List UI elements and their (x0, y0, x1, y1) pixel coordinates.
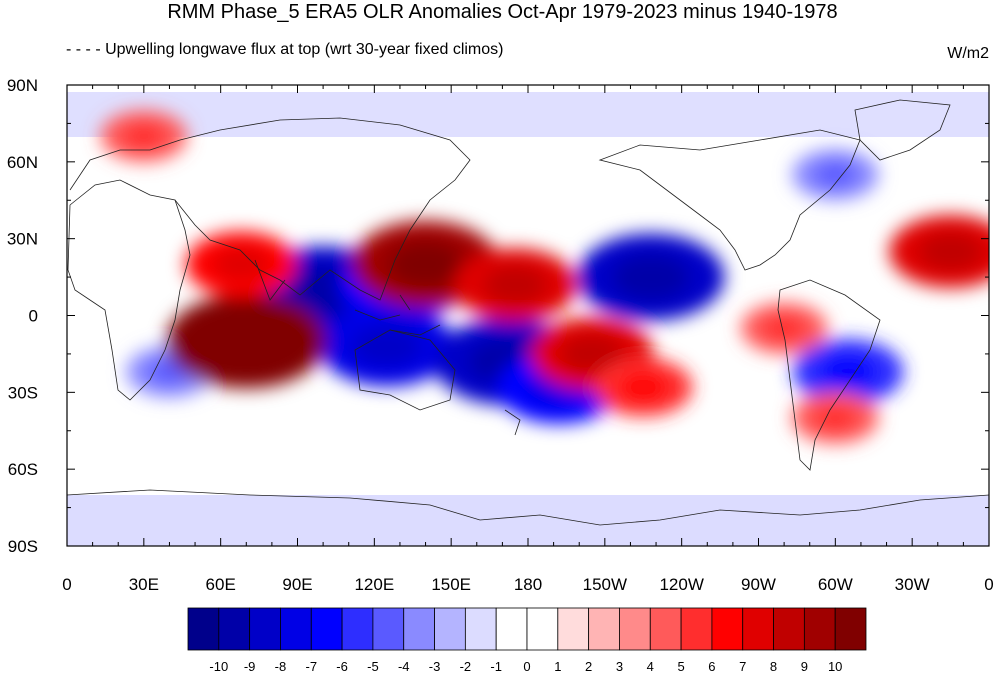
coastlines (67, 99, 989, 526)
anomaly-core (812, 161, 858, 189)
colorbar-label: -9 (244, 659, 256, 674)
map-field (67, 85, 989, 546)
colorbar-label: -3 (429, 659, 441, 674)
colorbar-swatch (619, 607, 651, 651)
latitude-labels: 90N 60N 30N 0 30S 60S 90S (7, 76, 38, 556)
anomaly-core (819, 354, 877, 390)
lon-label: 0 (984, 575, 993, 594)
colorbar-swatch (341, 607, 374, 651)
lon-label: 0 (62, 575, 71, 594)
anomaly-core (121, 122, 167, 150)
anomaly-core (483, 265, 548, 304)
colorbar-label: 5 (677, 659, 684, 674)
colorbar-swatch (372, 607, 405, 651)
colorbar-label: 2 (585, 659, 592, 674)
colorbar-swatch (280, 607, 312, 651)
colorbar-swatch (834, 607, 867, 651)
anomaly-core (761, 314, 807, 342)
colorbar-label: 9 (801, 659, 808, 674)
lon-label: 60W (818, 575, 853, 594)
colorbar-label: -5 (367, 659, 379, 674)
anomaly-core (812, 404, 858, 432)
anomaly-core (617, 371, 669, 403)
colorbar-swatch (218, 607, 251, 651)
colorbar-swatch (403, 607, 435, 651)
lat-label: 30S (8, 383, 38, 402)
units-label: W/m2 (947, 45, 989, 62)
lat-label: 0 (29, 307, 38, 326)
colorbar-swatch (557, 607, 590, 651)
colorbar-swatch (187, 607, 220, 651)
colorbar: -10 -9 -8 -7 -6 -5 -4 -3 -2 -1 0 1 2 3 4 5 6 7 8 9 10 (187, 607, 867, 674)
lat-label: 30N (7, 230, 38, 249)
colorbar-label: 10 (828, 659, 842, 674)
lon-label: 30E (129, 575, 159, 594)
map-subtitle: - - - - Upwelling longwave flux at top (… (66, 41, 504, 58)
colorbar-label: -2 (460, 659, 472, 674)
colorbar-swatch (310, 607, 343, 651)
colorbar-swatch (249, 607, 281, 651)
colorbar-label: -8 (275, 659, 287, 674)
lon-label: 180 (514, 575, 542, 594)
lon-label: 60E (206, 575, 236, 594)
lon-label: 120W (659, 575, 703, 594)
map-title: RMM Phase_5 ERA5 OLR Anomalies Oct-Apr 1… (167, 1, 838, 23)
anomaly-core (212, 247, 270, 282)
colorbar-label: 6 (708, 659, 715, 674)
lon-label: 90W (741, 575, 776, 594)
colorbar-label: 7 (739, 659, 746, 674)
colorbar-swatch (680, 607, 713, 651)
colorbar-swatch (803, 607, 836, 651)
lon-label: 150E (431, 575, 471, 594)
lat-label: 90N (7, 76, 38, 95)
anomaly-core (204, 316, 288, 366)
colorbar-swatch (588, 607, 620, 651)
lon-label: 120E (354, 575, 394, 594)
colorbar-label: 1 (554, 659, 561, 674)
colorbar-label: 8 (770, 659, 777, 674)
lon-label: 30W (895, 575, 930, 594)
anomaly-core (612, 254, 690, 300)
colorbar-label: -1 (490, 659, 502, 674)
axis-ticks (66, 84, 990, 547)
lat-label: 90S (8, 537, 38, 556)
colorbar-label: 0 (523, 659, 530, 674)
colorbar-swatch (773, 607, 805, 651)
longitude-labels: 0 30E 60E 90E 120E 150E 180 150W 120W 90W 60W 30W 0 (62, 575, 993, 594)
colorbar-label: -4 (398, 659, 410, 674)
colorbar-label: -7 (305, 659, 317, 674)
anomaly-core (352, 325, 423, 368)
colorbar-label: 3 (616, 659, 623, 674)
lat-label: 60N (7, 153, 38, 172)
colorbar-swatch (434, 607, 466, 651)
lon-label: 150W (583, 575, 627, 594)
colorbar-swatch (464, 607, 497, 651)
lon-label: 90E (282, 575, 312, 594)
anomaly-core (918, 232, 983, 271)
anomaly-core (387, 241, 464, 288)
colorbar-label: 4 (647, 659, 654, 674)
colorbar-swatch (649, 607, 682, 651)
colorbar-swatch (495, 607, 528, 651)
colorbar-label: -6 (336, 659, 348, 674)
colorbar-label: -10 (209, 659, 228, 674)
colorbar-swatch (526, 607, 559, 651)
lat-label: 60S (8, 460, 38, 479)
colorbar-swatch (742, 607, 774, 651)
anomaly-core (560, 334, 624, 374)
colorbar-swatch (711, 607, 744, 651)
